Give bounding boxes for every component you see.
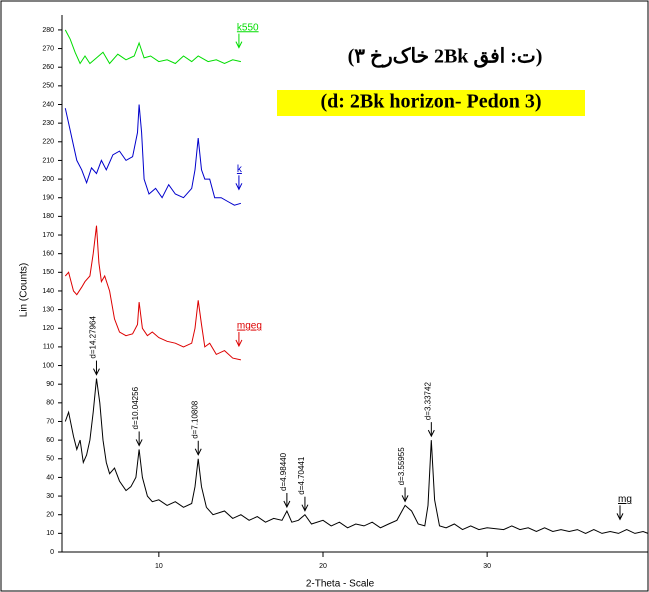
series-line <box>64 225 242 361</box>
peak-label: d=4.98440 <box>279 452 288 491</box>
y-tick-label: 280 <box>42 27 54 34</box>
y-tick-label: 270 <box>42 45 54 52</box>
y-tick-label: 150 <box>42 269 54 276</box>
y-tick-label: 240 <box>42 101 54 108</box>
y-tick-label: 190 <box>42 195 54 202</box>
y-tick-label: 0 <box>50 549 54 556</box>
x-tick-label: 10 <box>155 563 163 570</box>
peak-label: d=3.33742 <box>423 382 432 421</box>
y-tick-label: 100 <box>42 362 54 369</box>
y-tick-label: 160 <box>42 251 54 258</box>
chart-subtitle: (d: 2Bk horizon- Pedon 3) <box>320 91 541 113</box>
series-arrow-head <box>235 339 243 348</box>
peak-arrow-head <box>427 429 435 438</box>
chart-title: (ت: افق 2Bk خاک‌رخ ۳) <box>348 46 543 69</box>
y-tick-label: 130 <box>42 306 54 313</box>
y-tick-label: 230 <box>42 120 54 127</box>
x-tick-label: 30 <box>483 563 491 570</box>
y-axis-label: Lin (Counts) <box>19 263 30 317</box>
series-label: mgeg <box>237 321 262 332</box>
peak-arrow-head <box>194 448 202 456</box>
peak-arrow-head <box>401 495 409 503</box>
series-label: k <box>237 164 243 175</box>
y-tick-label: 170 <box>42 232 54 239</box>
x-axis-label: 2-Theta - Scale <box>306 579 375 590</box>
x-tick-label: 20 <box>319 563 327 570</box>
peak-arrow-head <box>93 368 100 376</box>
y-tick-label: 20 <box>46 512 54 519</box>
peak-label: d=10.04256 <box>131 386 140 429</box>
series-arrow-head <box>235 41 243 49</box>
y-tick-label: 140 <box>42 288 54 295</box>
series-label: mg <box>618 494 632 505</box>
y-tick-label: 120 <box>42 325 54 332</box>
y-tick-label: 110 <box>43 344 54 351</box>
series-arrow-head <box>616 513 624 521</box>
peak-arrow-head <box>283 500 291 509</box>
peak-arrow-head <box>301 504 309 512</box>
y-tick-label: 50 <box>46 456 54 463</box>
highlight <box>277 90 585 116</box>
series-line <box>64 104 242 206</box>
peak-arrow-head <box>135 439 143 447</box>
y-tick-label: 180 <box>42 213 54 220</box>
y-tick-label: 40 <box>46 474 54 481</box>
y-tick-label: 70 <box>46 418 54 425</box>
series-line <box>64 378 649 534</box>
peak-label: d=4.70441 <box>297 456 306 495</box>
y-tick-label: 80 <box>46 400 54 407</box>
y-tick-label: 250 <box>42 83 54 90</box>
y-tick-label: 10 <box>46 530 54 537</box>
y-tick-label: 210 <box>42 157 54 164</box>
series-arrow-head <box>235 183 243 191</box>
y-tick-label: 30 <box>46 493 54 500</box>
series-label: k550 <box>237 22 259 33</box>
y-tick-label: 90 <box>46 381 54 388</box>
y-tick-label: 260 <box>42 64 54 71</box>
series-line <box>64 29 242 65</box>
peak-label: d=3.55955 <box>397 447 406 486</box>
y-tick-label: 60 <box>46 437 54 444</box>
peak-label: d=7.10808 <box>190 400 199 439</box>
y-tick-label: 200 <box>42 176 54 183</box>
peak-label: d=14.27964 <box>89 316 98 359</box>
y-tick-label: 220 <box>42 139 54 146</box>
